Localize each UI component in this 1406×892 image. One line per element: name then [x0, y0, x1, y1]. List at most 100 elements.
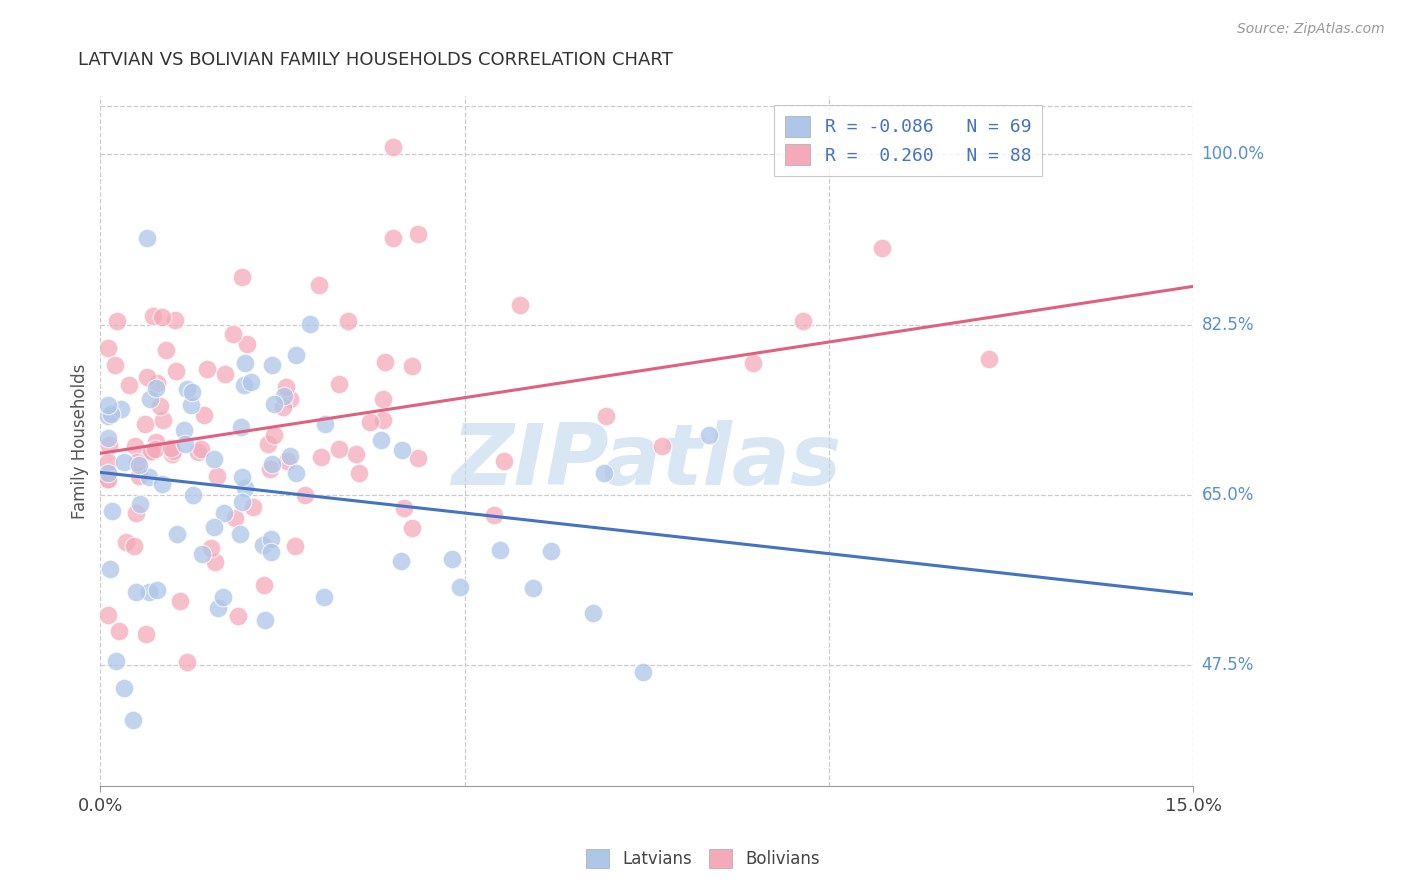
- Point: [222, 327, 245, 342]
- Point: [229, 420, 252, 434]
- Point: [336, 314, 359, 328]
- Point: [104, 358, 127, 372]
- Point: [540, 544, 562, 558]
- Point: [145, 435, 167, 450]
- Point: [294, 488, 316, 502]
- Point: [107, 624, 129, 638]
- Point: [582, 606, 605, 620]
- Point: [347, 467, 370, 481]
- Point: [97, 409, 120, 423]
- Point: [97, 455, 120, 469]
- Point: [239, 376, 262, 390]
- Point: [97, 472, 120, 486]
- Point: [394, 500, 416, 515]
- Point: [212, 507, 235, 521]
- Point: [231, 470, 253, 484]
- Point: [253, 613, 276, 627]
- Point: [200, 541, 222, 555]
- Point: [129, 497, 152, 511]
- Point: [143, 442, 166, 457]
- Point: [262, 358, 284, 372]
- Point: [202, 451, 225, 466]
- Point: [163, 313, 186, 327]
- Text: 47.5%: 47.5%: [1202, 656, 1254, 673]
- Point: [252, 538, 274, 552]
- Point: [271, 400, 294, 414]
- Point: [278, 392, 301, 406]
- Point: [165, 364, 187, 378]
- Point: [631, 665, 654, 680]
- Point: [224, 510, 246, 524]
- Point: [792, 314, 814, 328]
- Point: [150, 476, 173, 491]
- Point: [374, 354, 396, 368]
- Point: [97, 431, 120, 445]
- Point: [207, 601, 229, 615]
- Point: [328, 376, 350, 391]
- Point: [190, 442, 212, 457]
- Point: [284, 539, 307, 553]
- Point: [155, 343, 177, 357]
- Point: [176, 655, 198, 669]
- Point: [204, 555, 226, 569]
- Point: [381, 140, 404, 154]
- Point: [169, 593, 191, 607]
- Point: [134, 417, 156, 431]
- Point: [233, 482, 256, 496]
- Point: [125, 455, 148, 469]
- Point: [273, 389, 295, 403]
- Point: [263, 427, 285, 442]
- Point: [229, 526, 252, 541]
- Point: [742, 356, 765, 370]
- Point: [125, 584, 148, 599]
- Point: [274, 380, 297, 394]
- Point: [146, 376, 169, 390]
- Point: [100, 407, 122, 421]
- Legend: Latvians, Bolivians: Latvians, Bolivians: [579, 842, 827, 875]
- Point: [214, 367, 236, 381]
- Point: [211, 591, 233, 605]
- Point: [139, 445, 162, 459]
- Point: [195, 362, 218, 376]
- Text: ZIPatlas: ZIPatlas: [451, 420, 842, 503]
- Point: [124, 439, 146, 453]
- Point: [371, 413, 394, 427]
- Point: [311, 450, 333, 465]
- Text: 65.0%: 65.0%: [1202, 485, 1254, 504]
- Point: [651, 439, 673, 453]
- Point: [263, 397, 285, 411]
- Point: [181, 488, 204, 502]
- Point: [105, 313, 128, 327]
- Point: [145, 381, 167, 395]
- Point: [492, 454, 515, 468]
- Point: [101, 503, 124, 517]
- Point: [253, 578, 276, 592]
- Point: [373, 392, 395, 407]
- Point: [509, 298, 531, 312]
- Point: [97, 607, 120, 622]
- Point: [160, 447, 183, 461]
- Point: [98, 438, 121, 452]
- Point: [233, 356, 256, 370]
- Legend: R = -0.086   N = 69, R =  0.260   N = 88: R = -0.086 N = 69, R = 0.260 N = 88: [775, 105, 1042, 176]
- Text: 82.5%: 82.5%: [1202, 316, 1254, 334]
- Point: [98, 562, 121, 576]
- Point: [135, 627, 157, 641]
- Point: [522, 581, 544, 595]
- Point: [697, 427, 720, 442]
- Point: [136, 231, 159, 245]
- Point: [308, 278, 330, 293]
- Point: [139, 392, 162, 407]
- Point: [236, 337, 259, 351]
- Point: [870, 241, 893, 255]
- Point: [207, 469, 229, 483]
- Point: [595, 409, 617, 424]
- Point: [180, 398, 202, 412]
- Point: [314, 590, 336, 604]
- Point: [162, 443, 184, 458]
- Point: [105, 654, 128, 668]
- Point: [408, 451, 430, 466]
- Point: [441, 551, 464, 566]
- Point: [259, 532, 281, 546]
- Y-axis label: Family Households: Family Households: [72, 363, 89, 519]
